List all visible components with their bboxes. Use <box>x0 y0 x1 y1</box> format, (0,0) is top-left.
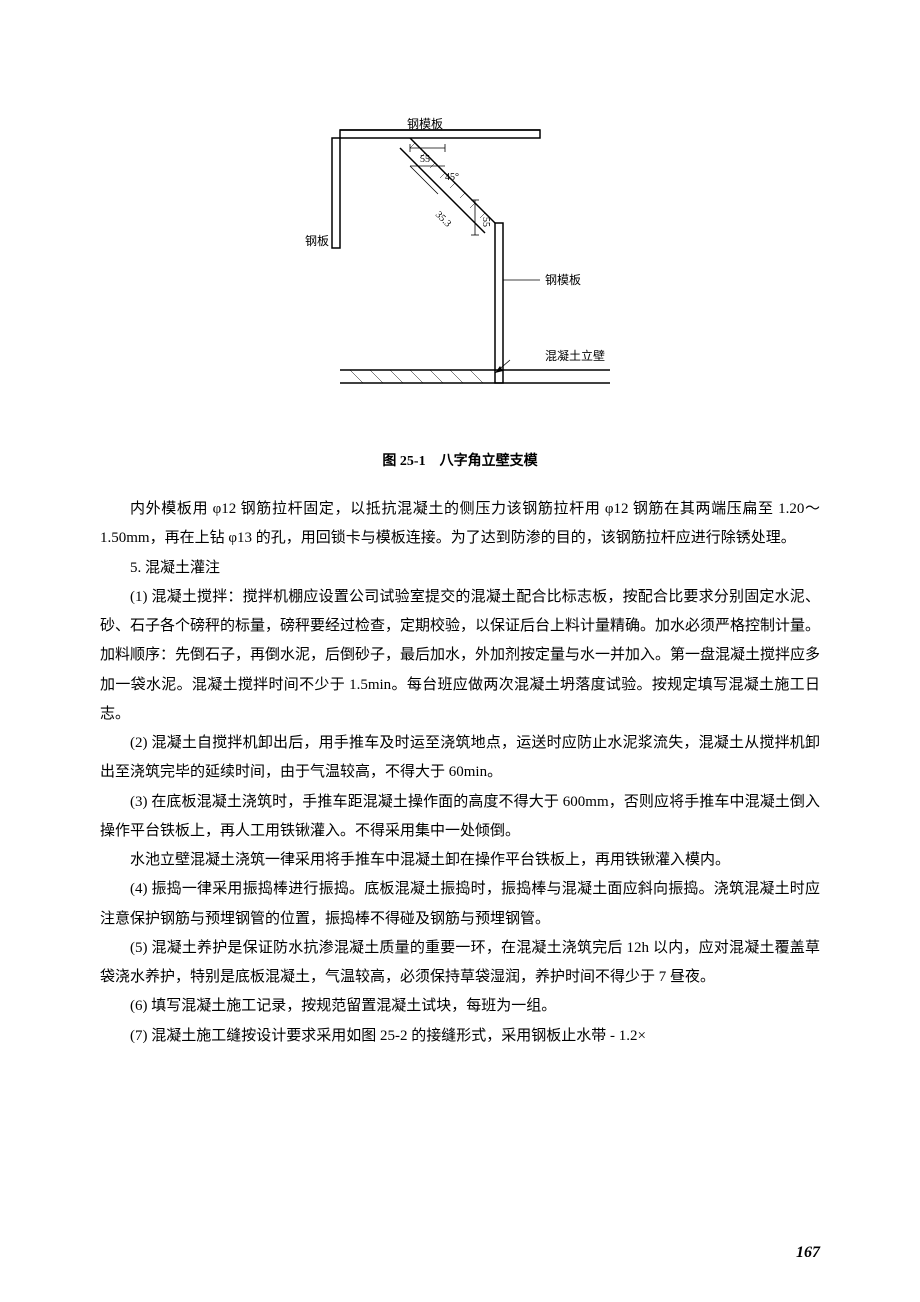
paragraph-5-3b: 水池立壁混凝土浇筑一律采用将手推车中混凝土卸在操作平台铁板上，再用铁锹灌入模内。 <box>100 846 820 875</box>
paragraph-5-5: (5) 混凝土养护是保证防水抗渗混凝土质量的重要一环，在混凝土浇筑完后 12h … <box>100 934 820 993</box>
section-5-head: 5. 混凝土灌注 <box>100 554 820 583</box>
angle-45: 45° <box>445 172 459 183</box>
page-number: 167 <box>796 1244 820 1262</box>
paragraph-5-6: (6) 填写混凝土施工记录，按规范留置混凝土试块，每班为一组。 <box>100 992 820 1021</box>
label-bottom-wall: 混凝土立壁 <box>545 348 605 363</box>
label-left-plate: 钢板 <box>305 234 329 248</box>
paragraph-5-2: (2) 混凝土自搅拌机卸出后，用手推车及时运至浇筑地点，运送时应防止水泥浆流失，… <box>100 729 820 788</box>
figure-diagram: 钢模板 55 45° 35.3 55 钢板 <box>270 110 650 430</box>
figure-caption: 图 25-1 八字角立壁支模 <box>100 450 820 470</box>
paragraph-5-7: (7) 混凝土施工缝按设计要求采用如图 25-2 的接缝形式，采用钢板止水带 -… <box>100 1022 820 1051</box>
label-right-plate: 钢模板 <box>545 273 581 287</box>
body-text: 内外模板用 φ12 钢筋拉杆固定，以抵抗混凝土的侧压力该钢筋拉杆用 φ12 钢筋… <box>100 495 820 1051</box>
paragraph-1: 内外模板用 φ12 钢筋拉杆固定，以抵抗混凝土的侧压力该钢筋拉杆用 φ12 钢筋… <box>100 495 820 554</box>
label-top-plate: 钢模板 <box>407 117 443 131</box>
paragraph-5-3: (3) 在底板混凝土浇筑时，手推车距混凝土操作面的高度不得大于 600mm，否则… <box>100 788 820 847</box>
dim-55-right: 55 <box>480 217 491 227</box>
figure-container: 钢模板 55 45° 35.3 55 钢板 <box>100 110 820 430</box>
paragraph-5-1: (1) 混凝土搅拌：搅拌机棚应设置公司试验室提交的混凝土配合比标志板，按配合比要… <box>100 583 820 729</box>
paragraph-5-4: (4) 振捣一律采用振捣棒进行振捣。底板混凝土振捣时，振捣棒与混凝土面应斜向振捣… <box>100 875 820 934</box>
dim-353: 35.3 <box>433 209 453 229</box>
